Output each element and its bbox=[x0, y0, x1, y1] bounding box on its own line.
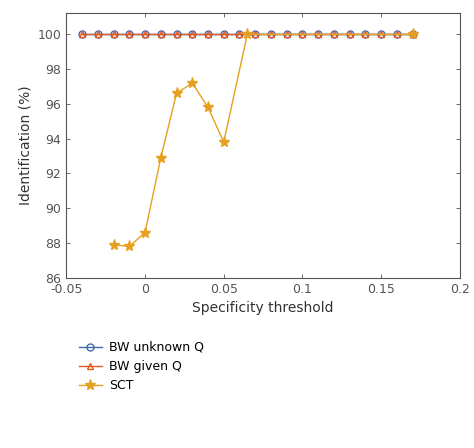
Y-axis label: Identification (%): Identification (%) bbox=[18, 86, 32, 206]
Legend: BW unknown Q, BW given Q, SCT: BW unknown Q, BW given Q, SCT bbox=[74, 336, 209, 397]
X-axis label: Specificity threshold: Specificity threshold bbox=[192, 301, 334, 315]
